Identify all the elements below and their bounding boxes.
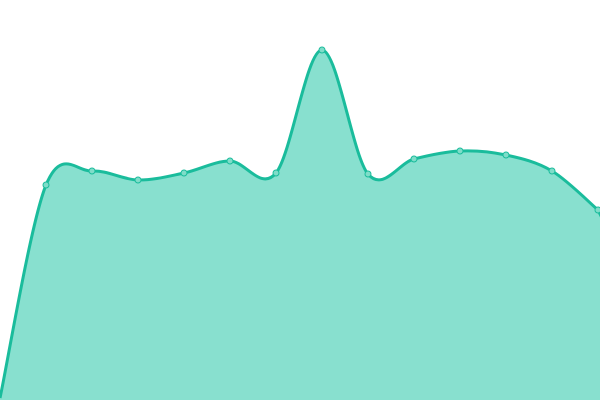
data-point: [42, 181, 50, 189]
data-point: [594, 206, 600, 214]
data-point: [88, 167, 96, 175]
data-point: [180, 169, 188, 177]
data-point: [364, 170, 372, 178]
series-area-fill: [0, 49, 600, 400]
data-points: [42, 46, 600, 214]
data-point: [456, 147, 464, 155]
data-point: [272, 169, 280, 177]
data-point: [226, 157, 234, 165]
data-point: [410, 155, 418, 163]
series-line: [0, 48, 600, 399]
data-point: [502, 151, 510, 159]
data-point: [548, 167, 556, 175]
data-point: [318, 46, 326, 54]
data-point: [134, 176, 142, 184]
